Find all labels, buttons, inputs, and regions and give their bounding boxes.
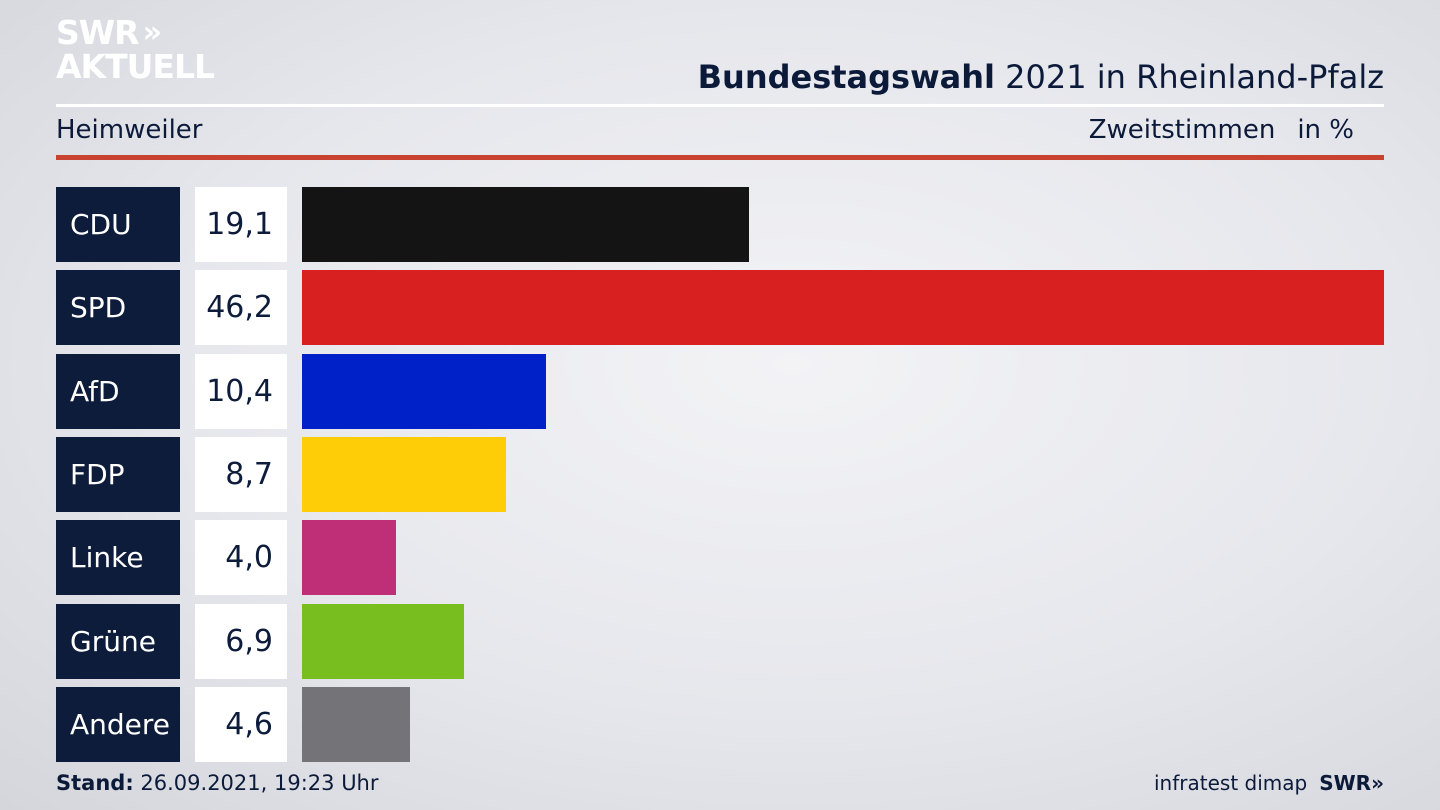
bar-spd bbox=[302, 270, 1384, 346]
swr-footer-logo: SWR» bbox=[1319, 771, 1384, 795]
timestamp: Stand: 26.09.2021, 19:23 Uhr bbox=[56, 771, 379, 795]
logo-line2: AKTUELL bbox=[56, 47, 215, 86]
value-label: 46,2 bbox=[195, 270, 287, 346]
bar-cdu bbox=[302, 187, 749, 262]
source-label: infratest dimap bbox=[1154, 771, 1308, 795]
stand-label: Stand: bbox=[56, 771, 134, 795]
bar-row-grüne: Grüne 6,9 bbox=[0, 603, 1440, 679]
header-divider bbox=[56, 104, 1384, 107]
bar-row-cdu: CDU 19,1 bbox=[0, 187, 1440, 262]
value-label: 10,4 bbox=[195, 353, 287, 429]
measure-label: Zweitstimmen in % bbox=[1089, 115, 1354, 145]
stand-value: 26.09.2021, 19:23 Uhr bbox=[140, 771, 379, 795]
value-label: 4,0 bbox=[195, 520, 287, 596]
region-label: Heimweiler bbox=[56, 115, 203, 145]
value-label: 8,7 bbox=[195, 436, 287, 512]
party-label: SPD bbox=[56, 270, 180, 346]
unit-label: in % bbox=[1297, 115, 1354, 145]
party-label: Andere bbox=[56, 686, 180, 762]
value-label: 6,9 bbox=[195, 603, 287, 679]
title-bold: Bundestagswahl bbox=[697, 58, 995, 96]
source-credit: infratest dimap SWR» bbox=[1154, 771, 1384, 795]
bar-row-afd: AfD 10,4 bbox=[0, 353, 1440, 429]
logo-line1: SWR bbox=[56, 13, 140, 52]
bar-fdp bbox=[302, 436, 506, 512]
bar-row-fdp: FDP 8,7 bbox=[0, 436, 1440, 512]
bar-row-andere: Andere 4,6 bbox=[0, 686, 1440, 762]
party-label: FDP bbox=[56, 436, 180, 512]
accent-divider bbox=[56, 155, 1384, 160]
value-label: 4,6 bbox=[195, 686, 287, 762]
bar-row-spd: SPD 46,2 bbox=[0, 270, 1440, 346]
bar-andere bbox=[302, 686, 410, 762]
party-label: Grüne bbox=[56, 603, 180, 679]
party-label: Linke bbox=[56, 520, 180, 596]
measure-name: Zweitstimmen bbox=[1088, 115, 1276, 145]
party-label: AfD bbox=[56, 353, 180, 429]
bar-row-linke: Linke 4,0 bbox=[0, 520, 1440, 596]
party-label: CDU bbox=[56, 187, 180, 262]
value-label: 19,1 bbox=[195, 187, 287, 262]
swr-aktuell-logo: SWR» AKTUELL bbox=[56, 13, 215, 86]
bar-linke bbox=[302, 520, 396, 596]
bar-grüne bbox=[302, 603, 464, 679]
chart-title: Bundestagswahl 2021 in Rheinland-Pfalz bbox=[698, 58, 1384, 96]
bar-afd bbox=[302, 353, 546, 429]
title-rest: 2021 in Rheinland-Pfalz bbox=[1005, 58, 1384, 96]
